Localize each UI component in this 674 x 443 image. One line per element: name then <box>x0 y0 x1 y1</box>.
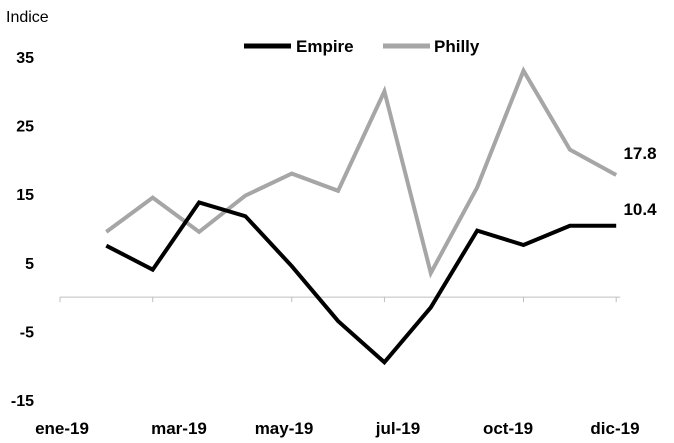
end-value-labels: 10.4 17.8 <box>623 144 657 219</box>
x-tick-label: jul-19 <box>375 419 420 438</box>
x-tick-label: mar-19 <box>151 419 207 438</box>
x-tick-label: dic-19 <box>590 419 639 438</box>
y-tick-label: 25 <box>16 119 34 136</box>
y-tick-label: 5 <box>25 256 34 273</box>
x-tick-label: ene-19 <box>35 419 89 438</box>
x-tick-labels: ene-19 mar-19 may-19 jul-19 oct-19 dic-19 <box>35 419 640 438</box>
legend-label-empire: Empire <box>296 37 354 56</box>
x-tick-label: oct-19 <box>483 419 533 438</box>
y-tick-label: 15 <box>16 187 34 204</box>
legend: Empire Philly <box>244 37 480 56</box>
y-axis-label: Indice <box>6 9 49 26</box>
y-tick-label: -15 <box>11 393 34 410</box>
y-tick-label: -5 <box>20 324 34 341</box>
series-lines <box>105 66 618 366</box>
end-label-philly: 17.8 <box>623 144 656 163</box>
y-tick-label: 35 <box>16 50 34 67</box>
legend-label-philly: Philly <box>434 37 480 56</box>
y-tick-labels: 35 25 15 5 -5 -15 <box>11 50 34 410</box>
x-tick-marks <box>59 297 617 303</box>
series-line-philly <box>105 66 618 279</box>
x-tick-label: may-19 <box>255 419 314 438</box>
end-label-empire: 10.4 <box>623 200 657 219</box>
series-line-empire <box>105 200 617 366</box>
